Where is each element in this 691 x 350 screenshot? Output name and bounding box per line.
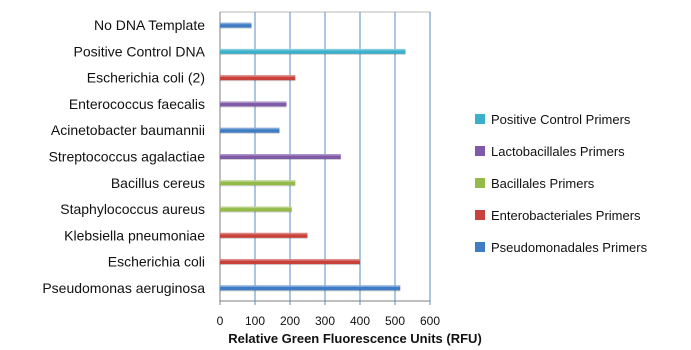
category-label: Positive Control DNA bbox=[74, 43, 206, 59]
bar bbox=[220, 22, 252, 29]
bar-highlight bbox=[220, 75, 296, 77]
category-label: Klebsiella pneumoniae bbox=[64, 227, 205, 243]
bar-highlight bbox=[220, 101, 287, 104]
x-tick-label: 500 bbox=[385, 314, 405, 328]
x-tick-label: 100 bbox=[245, 314, 265, 328]
bar-highlight bbox=[220, 154, 341, 156]
bar-fill bbox=[220, 154, 341, 159]
legend-swatch bbox=[475, 146, 485, 156]
bar-highlight bbox=[220, 259, 360, 261]
bar bbox=[220, 127, 280, 134]
x-tick-label: 200 bbox=[280, 314, 300, 328]
category-label: Pseudomonas aeruginosa bbox=[42, 280, 205, 296]
bar bbox=[220, 75, 296, 82]
bar bbox=[220, 180, 296, 187]
bar-highlight bbox=[220, 232, 308, 235]
bar-fill bbox=[220, 101, 287, 107]
legend-label: Enterobacteriales Primers bbox=[491, 208, 641, 223]
bar bbox=[220, 154, 341, 160]
legend-item: Pseudomonadales Primers bbox=[475, 240, 648, 255]
legend-item: Bacillales Primers bbox=[475, 176, 595, 191]
category-label: Bacillus cereus bbox=[111, 175, 205, 191]
category-label: No DNA Template bbox=[94, 17, 205, 33]
category-labels: Pseudomonas aeruginosa Escherichia coli Kl… bbox=[42, 17, 205, 296]
bar-fill bbox=[220, 206, 292, 212]
bar-highlight bbox=[220, 48, 406, 51]
bar-highlight bbox=[220, 206, 292, 209]
bar-fill bbox=[220, 22, 252, 28]
category-label: Enterococcus faecalis bbox=[69, 96, 205, 112]
x-tick-label: 0 bbox=[217, 314, 224, 328]
x-axis-title: Relative Green Fluorescence Units (RFU) bbox=[228, 331, 482, 346]
bar bbox=[220, 101, 287, 108]
legend-label: Lactobacillales Primers bbox=[491, 144, 625, 159]
legend-swatch bbox=[475, 242, 485, 252]
bar-fill bbox=[220, 75, 296, 81]
bar bbox=[220, 206, 292, 213]
bars bbox=[220, 22, 406, 292]
legend-swatch bbox=[475, 114, 485, 124]
legend-label: Bacillales Primers bbox=[491, 176, 595, 191]
bar-fill bbox=[220, 285, 401, 291]
legend-item: Lactobacillales Primers bbox=[475, 144, 625, 159]
category-label: Escherichia coli (2) bbox=[87, 70, 205, 86]
category-label: Streptococcus agalactiae bbox=[49, 149, 206, 165]
legend-swatch bbox=[475, 210, 485, 220]
category-label: Staphylococcus aureus bbox=[60, 201, 205, 217]
category-label: Escherichia coli bbox=[108, 254, 205, 270]
bar-highlight bbox=[220, 285, 401, 287]
bar-highlight bbox=[220, 22, 252, 25]
legend-label: Positive Control Primers bbox=[491, 112, 631, 127]
bar bbox=[220, 232, 308, 239]
bar-highlight bbox=[220, 180, 296, 182]
legend-label: Pseudomonadales Primers bbox=[491, 240, 648, 255]
grid-lines bbox=[219, 12, 431, 305]
legend: Positive Control Primers Lactobacillales … bbox=[475, 112, 648, 255]
bar-highlight bbox=[220, 127, 280, 130]
x-tick-label: 300 bbox=[315, 314, 335, 328]
bar bbox=[220, 48, 406, 55]
category-label: Acinetobacter baumannii bbox=[51, 122, 205, 138]
x-tick-labels: 0 100 200 300 400 500 600 bbox=[217, 314, 441, 328]
bar-fill bbox=[220, 127, 280, 133]
legend-item: Positive Control Primers bbox=[475, 112, 631, 127]
bar bbox=[220, 259, 360, 266]
bar bbox=[220, 285, 401, 292]
bar-fill bbox=[220, 259, 360, 265]
legend-item: Enterobacteriales Primers bbox=[475, 208, 641, 223]
bar-fill bbox=[220, 48, 406, 54]
bar-fill bbox=[220, 180, 296, 186]
x-tick-label: 400 bbox=[350, 314, 370, 328]
bar-fill bbox=[220, 232, 308, 238]
x-tick-label: 600 bbox=[420, 314, 440, 328]
legend-swatch bbox=[475, 178, 485, 188]
